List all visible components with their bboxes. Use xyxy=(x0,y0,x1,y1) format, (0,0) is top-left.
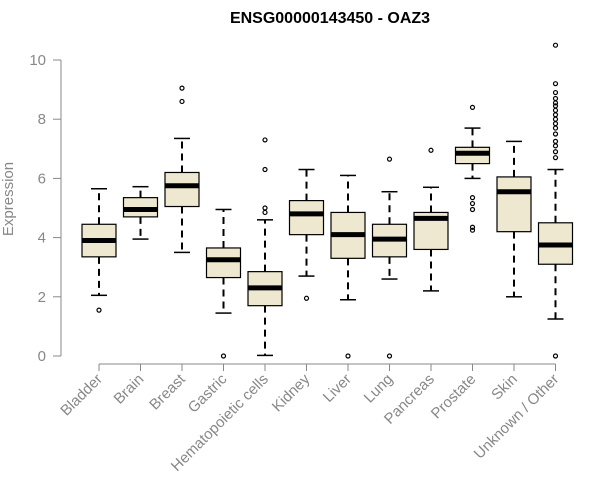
outlier-point xyxy=(552,100,559,106)
outlier-point xyxy=(552,116,559,122)
outlier-point xyxy=(552,81,559,87)
outlier-point xyxy=(345,353,351,359)
outlier-point xyxy=(552,125,559,131)
outlier-point xyxy=(220,353,227,359)
outlier-point xyxy=(552,131,559,137)
outlier-point xyxy=(262,137,268,143)
outlier-point xyxy=(552,103,559,109)
outlier-point xyxy=(552,42,559,48)
outlier-point xyxy=(96,307,102,313)
x-tick-label: Brain xyxy=(111,371,148,408)
outlier-point xyxy=(469,200,476,207)
outlier-point xyxy=(552,353,559,359)
outlier-point xyxy=(552,143,559,149)
x-tick-label: Kidney xyxy=(269,370,314,415)
box-iqr xyxy=(288,200,325,236)
box-iqr xyxy=(496,176,532,233)
y-tick-label: 10 xyxy=(29,52,46,69)
outlier-point xyxy=(552,107,559,113)
y-tick-label: 4 xyxy=(38,230,46,247)
outlier-point xyxy=(552,138,559,144)
outlier-point xyxy=(552,149,559,155)
x-tick-label: Prostate xyxy=(428,371,480,423)
box-iqr xyxy=(205,247,242,279)
outlier-point xyxy=(179,98,185,105)
outlier-point xyxy=(552,155,559,161)
outlier-point xyxy=(552,121,559,127)
outlier-point xyxy=(469,195,476,201)
y-tick-label: 8 xyxy=(38,111,46,128)
chart-title: ENSG00000143450 - OAZ3 xyxy=(230,10,430,27)
outlier-point xyxy=(386,353,393,359)
y-tick-label: 0 xyxy=(38,348,46,365)
outlier-point xyxy=(469,104,476,110)
outlier-point xyxy=(303,295,310,301)
box-iqr xyxy=(164,171,200,208)
y-tick-label: 2 xyxy=(38,289,46,306)
outlier-point xyxy=(262,209,268,216)
y-axis-label: Expression xyxy=(0,162,17,236)
outlier-point xyxy=(552,112,559,118)
x-tick-label: Liver xyxy=(320,371,355,406)
outlier-point xyxy=(552,89,559,96)
outlier-point xyxy=(469,224,476,230)
x-tick-label: Bladder xyxy=(57,371,106,420)
y-tick-label: 6 xyxy=(38,170,46,187)
x-tick-label: Lung xyxy=(361,371,397,407)
outlier-point xyxy=(179,85,185,91)
outlier-point xyxy=(262,205,268,211)
x-tick-label: Breast xyxy=(146,370,189,413)
x-tick-label: Skin xyxy=(488,371,521,404)
outlier-point xyxy=(469,227,476,233)
outlier-point xyxy=(428,147,434,153)
outlier-point xyxy=(552,95,559,102)
outlier-point xyxy=(262,166,268,173)
outlier-point xyxy=(386,156,393,162)
outlier-point xyxy=(469,206,476,213)
